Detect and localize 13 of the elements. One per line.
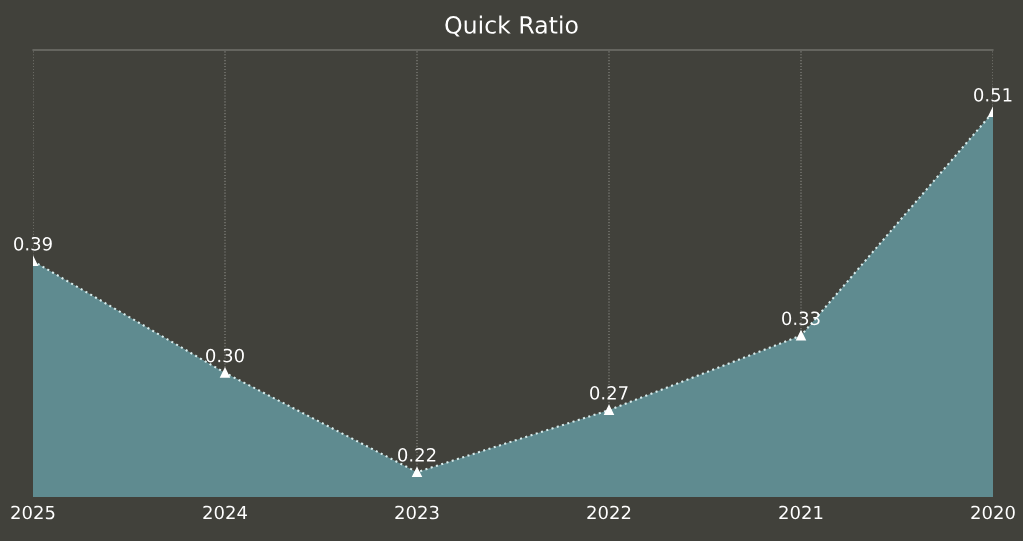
x-tick-label: 2025 [11,505,55,520]
chart-title: Quick Ratio [445,15,578,37]
x-tick-label: 2020 [971,505,1015,520]
x-tick-label: 2024 [203,505,247,520]
data-label: 0.39 [14,236,52,251]
x-tick-label: 2022 [587,505,631,520]
data-label: 0.22 [398,448,436,462]
data-label: 0.30 [206,348,244,363]
data-label: 0.51 [974,87,1012,102]
data-label: 0.33 [782,311,820,326]
x-tick-label: 2023 [395,505,439,520]
x-tick-label: 2021 [779,505,823,520]
data-label: 0.27 [590,385,628,400]
